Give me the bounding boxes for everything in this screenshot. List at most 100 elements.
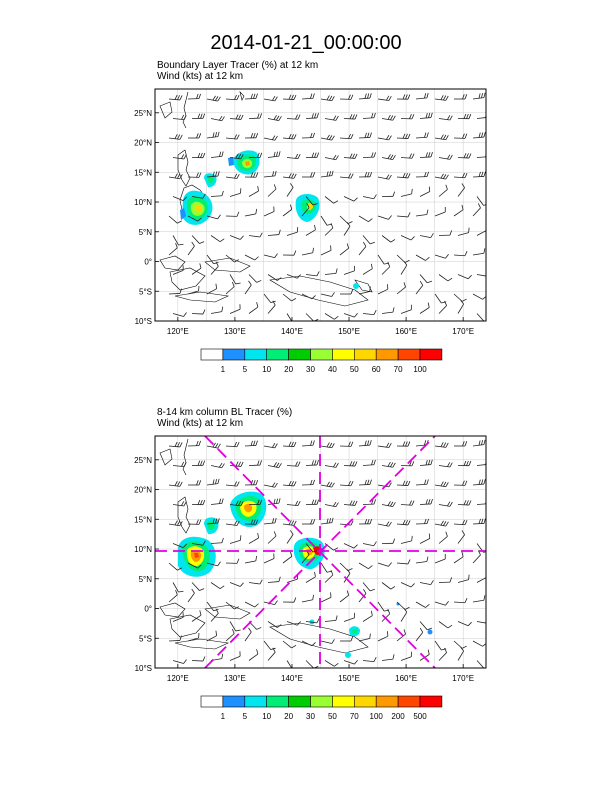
lon-tick-label: 130°E (224, 674, 246, 683)
wind-barb (225, 254, 239, 263)
wind-barb (172, 612, 184, 622)
legend-swatch (353, 348, 377, 361)
wind-barb (225, 520, 240, 526)
wind-barb (472, 132, 486, 139)
wind-barb (457, 274, 472, 280)
wind-barb (263, 253, 278, 259)
wind-barb (415, 556, 429, 564)
wind-barb (396, 172, 411, 179)
panel2-subtitle: Wind (kts) at 12 km (157, 418, 244, 429)
wind-barb (434, 254, 449, 259)
wind-barb (286, 530, 294, 544)
wind-barb (434, 173, 449, 180)
wind-barb (396, 282, 406, 295)
wind-barb (206, 254, 219, 265)
wind-barb (244, 440, 258, 447)
legend-swatch (200, 695, 224, 708)
legend-swatch (200, 348, 224, 361)
legend-swatch (310, 348, 333, 361)
wind-barb (187, 632, 200, 642)
wind-barb (187, 440, 201, 447)
wind-barb (206, 214, 221, 220)
wind-barb (339, 243, 350, 256)
wind-barb (229, 582, 244, 587)
lat-tick-label: 5°S (139, 287, 152, 296)
wind-barb (396, 441, 411, 447)
wind-barb (438, 300, 448, 314)
wind-barb (286, 274, 301, 279)
wind-barb (453, 519, 468, 526)
wind-barb (305, 271, 320, 277)
legend-label: 200 (391, 712, 405, 721)
wind-barb (225, 211, 240, 217)
legend-label: 70 (394, 365, 403, 374)
wind-barb (377, 284, 389, 295)
wind-barb (263, 206, 275, 217)
wind-barb (225, 173, 240, 179)
wind-barb (381, 235, 396, 243)
wind-barb (438, 647, 448, 661)
wind-barb (282, 480, 297, 487)
wind-barb (267, 300, 276, 314)
wind-barb (476, 621, 486, 624)
wind-barb (415, 171, 429, 178)
wind-barb (191, 460, 206, 466)
wind-barb (172, 114, 187, 121)
wind-barb (362, 610, 373, 622)
legend-swatch (419, 695, 443, 708)
wind-barb (320, 245, 332, 256)
wind-barb (324, 223, 334, 236)
lon-tick-label: 170°E (452, 674, 474, 683)
legend-swatch (288, 348, 311, 361)
wind-barb (415, 92, 429, 100)
wind-barb (267, 274, 282, 281)
legend-swatch (353, 695, 377, 708)
map-border-1 (154, 88, 487, 322)
wind-barb (229, 500, 244, 507)
wind-barb (358, 93, 372, 100)
wind-barb (419, 274, 433, 284)
wind-barb (282, 293, 297, 302)
wind-barbs-1 (168, 92, 486, 321)
wind-barb (419, 459, 433, 466)
legend-label: 10 (262, 712, 271, 721)
legend-swatch (244, 348, 268, 361)
wind-barb (210, 608, 219, 622)
lon-tick-label: 150°E (338, 674, 360, 683)
wind-barb (286, 313, 293, 321)
wind-barb (343, 659, 358, 665)
wind-barb (320, 170, 334, 178)
wind-barb (168, 562, 182, 571)
wind-barb (472, 550, 481, 564)
legend-swatch (266, 348, 289, 361)
wind-barb (457, 646, 465, 661)
wind-barb (263, 482, 278, 488)
wind-barb (249, 152, 263, 158)
wind-barb (172, 659, 187, 664)
legend-label: 1 (221, 712, 226, 721)
wind-barb (381, 501, 396, 507)
lat-tick-label: 25°N (134, 109, 152, 118)
map-panel-2: 120°E 130°E 140°E 150°E 160°E 170°E 25°N 20°N 15… (134, 435, 487, 683)
wind-barb (301, 247, 314, 256)
legend-swatch (266, 695, 289, 708)
wind-barb (263, 170, 277, 178)
cross-section-lines (155, 436, 486, 668)
legend-label: 100 (413, 365, 427, 374)
legend-2: 1 5 10 20 30 50 70 100 200 500 (200, 695, 443, 721)
wind-barb (191, 309, 206, 315)
wind-barb (476, 225, 486, 236)
wind-barb (229, 114, 244, 120)
wind-barb (396, 133, 411, 139)
tracer-shading-2 (178, 491, 433, 658)
wind-barb (381, 307, 395, 314)
wind-barb (476, 274, 486, 277)
wind-barb (244, 172, 259, 178)
wind-barb (362, 263, 373, 275)
wind-barb (438, 274, 453, 282)
wind-barb (210, 498, 224, 505)
lat-tick-label: 10°S (135, 317, 152, 326)
wind-barb (324, 501, 339, 508)
wind-barb (248, 649, 259, 661)
wind-barb (320, 442, 335, 449)
